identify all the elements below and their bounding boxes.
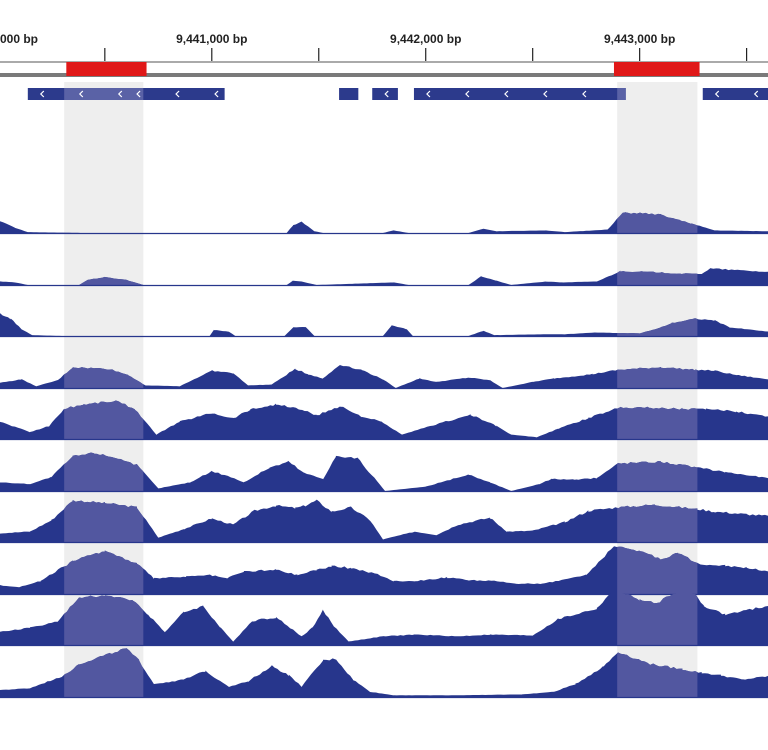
coverage-track-8[interactable]: [0, 546, 768, 596]
strand-arrow-icon: [714, 90, 720, 98]
coverage-area: [0, 546, 768, 594]
coverage-track-9[interactable]: [0, 593, 768, 647]
coverage-area: [0, 647, 768, 697]
gene-track[interactable]: [27, 88, 768, 100]
strand-arrow-icon: [175, 90, 180, 98]
ruler-tick-label: 000 bp: [0, 32, 39, 46]
strand-arrow-icon: [426, 90, 431, 98]
coverage-track-4[interactable]: [0, 364, 768, 390]
strand-arrow-icon: [214, 90, 219, 98]
coverage-track-10[interactable]: [0, 647, 768, 699]
coverage-area: [0, 499, 768, 542]
coverage-area: [0, 400, 768, 439]
strand-arrow-icon: [39, 90, 45, 98]
ruler-tick-label: 9,443,000 bp: [603, 32, 676, 46]
strand-arrow-icon: [384, 90, 389, 98]
coverage-track-1[interactable]: [0, 212, 768, 235]
coverage-area-highlight: [64, 313, 698, 336]
gene-feature[interactable]: [702, 88, 768, 100]
ruler-tick-label: 9,441,000 bp: [176, 32, 248, 46]
coverage-area: [0, 364, 768, 388]
gene-feature[interactable]: [28, 88, 130, 100]
chromosome-line: [0, 73, 768, 77]
coverage-area: [0, 593, 768, 645]
strand-arrow-icon: [582, 90, 587, 98]
strand-arrow-icon: [543, 90, 548, 98]
strand-arrow-icon: [753, 90, 759, 98]
strand-arrow-icon: [504, 90, 509, 98]
strand-arrow-icon: [117, 90, 123, 98]
coverage-track-7[interactable]: [0, 499, 768, 544]
coverage-track-3[interactable]: [0, 313, 768, 338]
gene-feature[interactable]: [124, 88, 225, 100]
coverage-track-6[interactable]: [0, 452, 768, 493]
coverage-area-highlight: [64, 499, 698, 542]
strand-arrow-icon: [136, 90, 141, 98]
feature-marker[interactable]: [66, 62, 147, 76]
coverage-track-2[interactable]: [0, 268, 768, 287]
ruler-tick-label: 9,442,000 bp: [390, 32, 462, 46]
gene-feature[interactable]: [339, 88, 359, 100]
coverage-track-5[interactable]: [0, 400, 768, 441]
feature-marker[interactable]: [613, 62, 700, 76]
strand-arrow-icon: [465, 90, 470, 98]
gene-feature[interactable]: [413, 88, 626, 100]
strand-arrow-icon: [78, 90, 84, 98]
coverage-area: [0, 452, 768, 491]
